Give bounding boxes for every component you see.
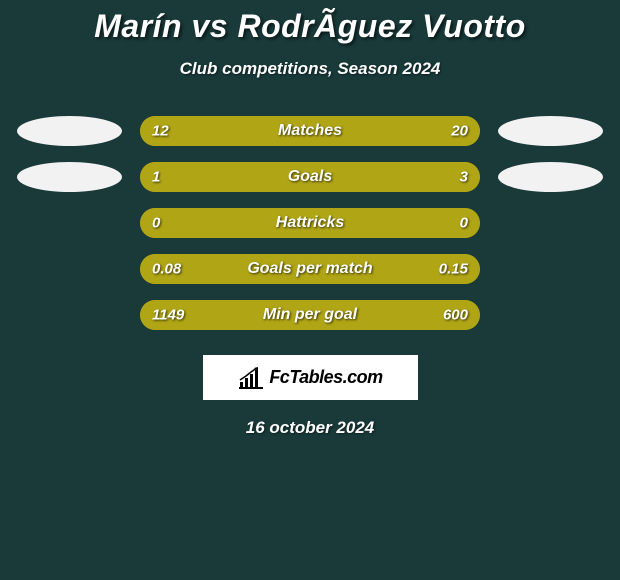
stat-bar: 1 3 Goals [140, 162, 480, 192]
stat-bar: 0 0 Hattricks [140, 208, 480, 238]
stat-row: 1149 600 Min per goal [0, 299, 620, 331]
stat-value-left: 0.08 [152, 261, 181, 278]
bar-right-fill [225, 162, 480, 192]
stat-value-left: 12 [152, 123, 169, 140]
stat-label: Hattricks [276, 214, 344, 232]
logo-bars-icon [237, 366, 265, 390]
stat-label: Goals [288, 168, 332, 186]
stat-bar: 12 20 Matches [140, 116, 480, 146]
stat-label: Matches [278, 122, 342, 140]
player-badge-right [498, 162, 603, 192]
player-badge-left [17, 116, 122, 146]
stat-row: 0.08 0.15 Goals per match [0, 253, 620, 285]
stat-row: 1 3 Goals [0, 161, 620, 193]
comparison-widget: Marín vs RodrÃ­guez Vuotto Club competit… [0, 0, 620, 580]
stat-value-right: 3 [460, 169, 468, 186]
stat-bar: 0.08 0.15 Goals per match [140, 254, 480, 284]
stat-bar: 1149 600 Min per goal [140, 300, 480, 330]
stat-value-left: 1 [152, 169, 160, 186]
stat-row: 12 20 Matches [0, 115, 620, 147]
stat-value-left: 1149 [152, 307, 184, 324]
stat-value-right: 20 [451, 123, 468, 140]
player-badge-left [17, 162, 122, 192]
stats-list: 12 20 Matches 1 3 Goals 0 0 Hattricks 0.08 0.15 Goa… [0, 115, 620, 331]
source-logo: FcTables.com [237, 366, 382, 390]
stat-label: Goals per match [247, 260, 372, 278]
player-badge-right [498, 116, 603, 146]
stat-row: 0 0 Hattricks [0, 207, 620, 239]
source-logo-box: FcTables.com [203, 355, 418, 400]
stat-value-right: 0 [460, 215, 468, 232]
logo-text: FcTables.com [269, 367, 382, 388]
generated-date: 16 october 2024 [0, 418, 620, 438]
stat-label: Min per goal [263, 306, 357, 324]
stat-value-right: 600 [443, 307, 468, 324]
subtitle: Club competitions, Season 2024 [0, 59, 620, 79]
stat-value-right: 0.15 [439, 261, 468, 278]
stat-value-left: 0 [152, 215, 160, 232]
page-title: Marín vs RodrÃ­guez Vuotto [0, 8, 620, 45]
